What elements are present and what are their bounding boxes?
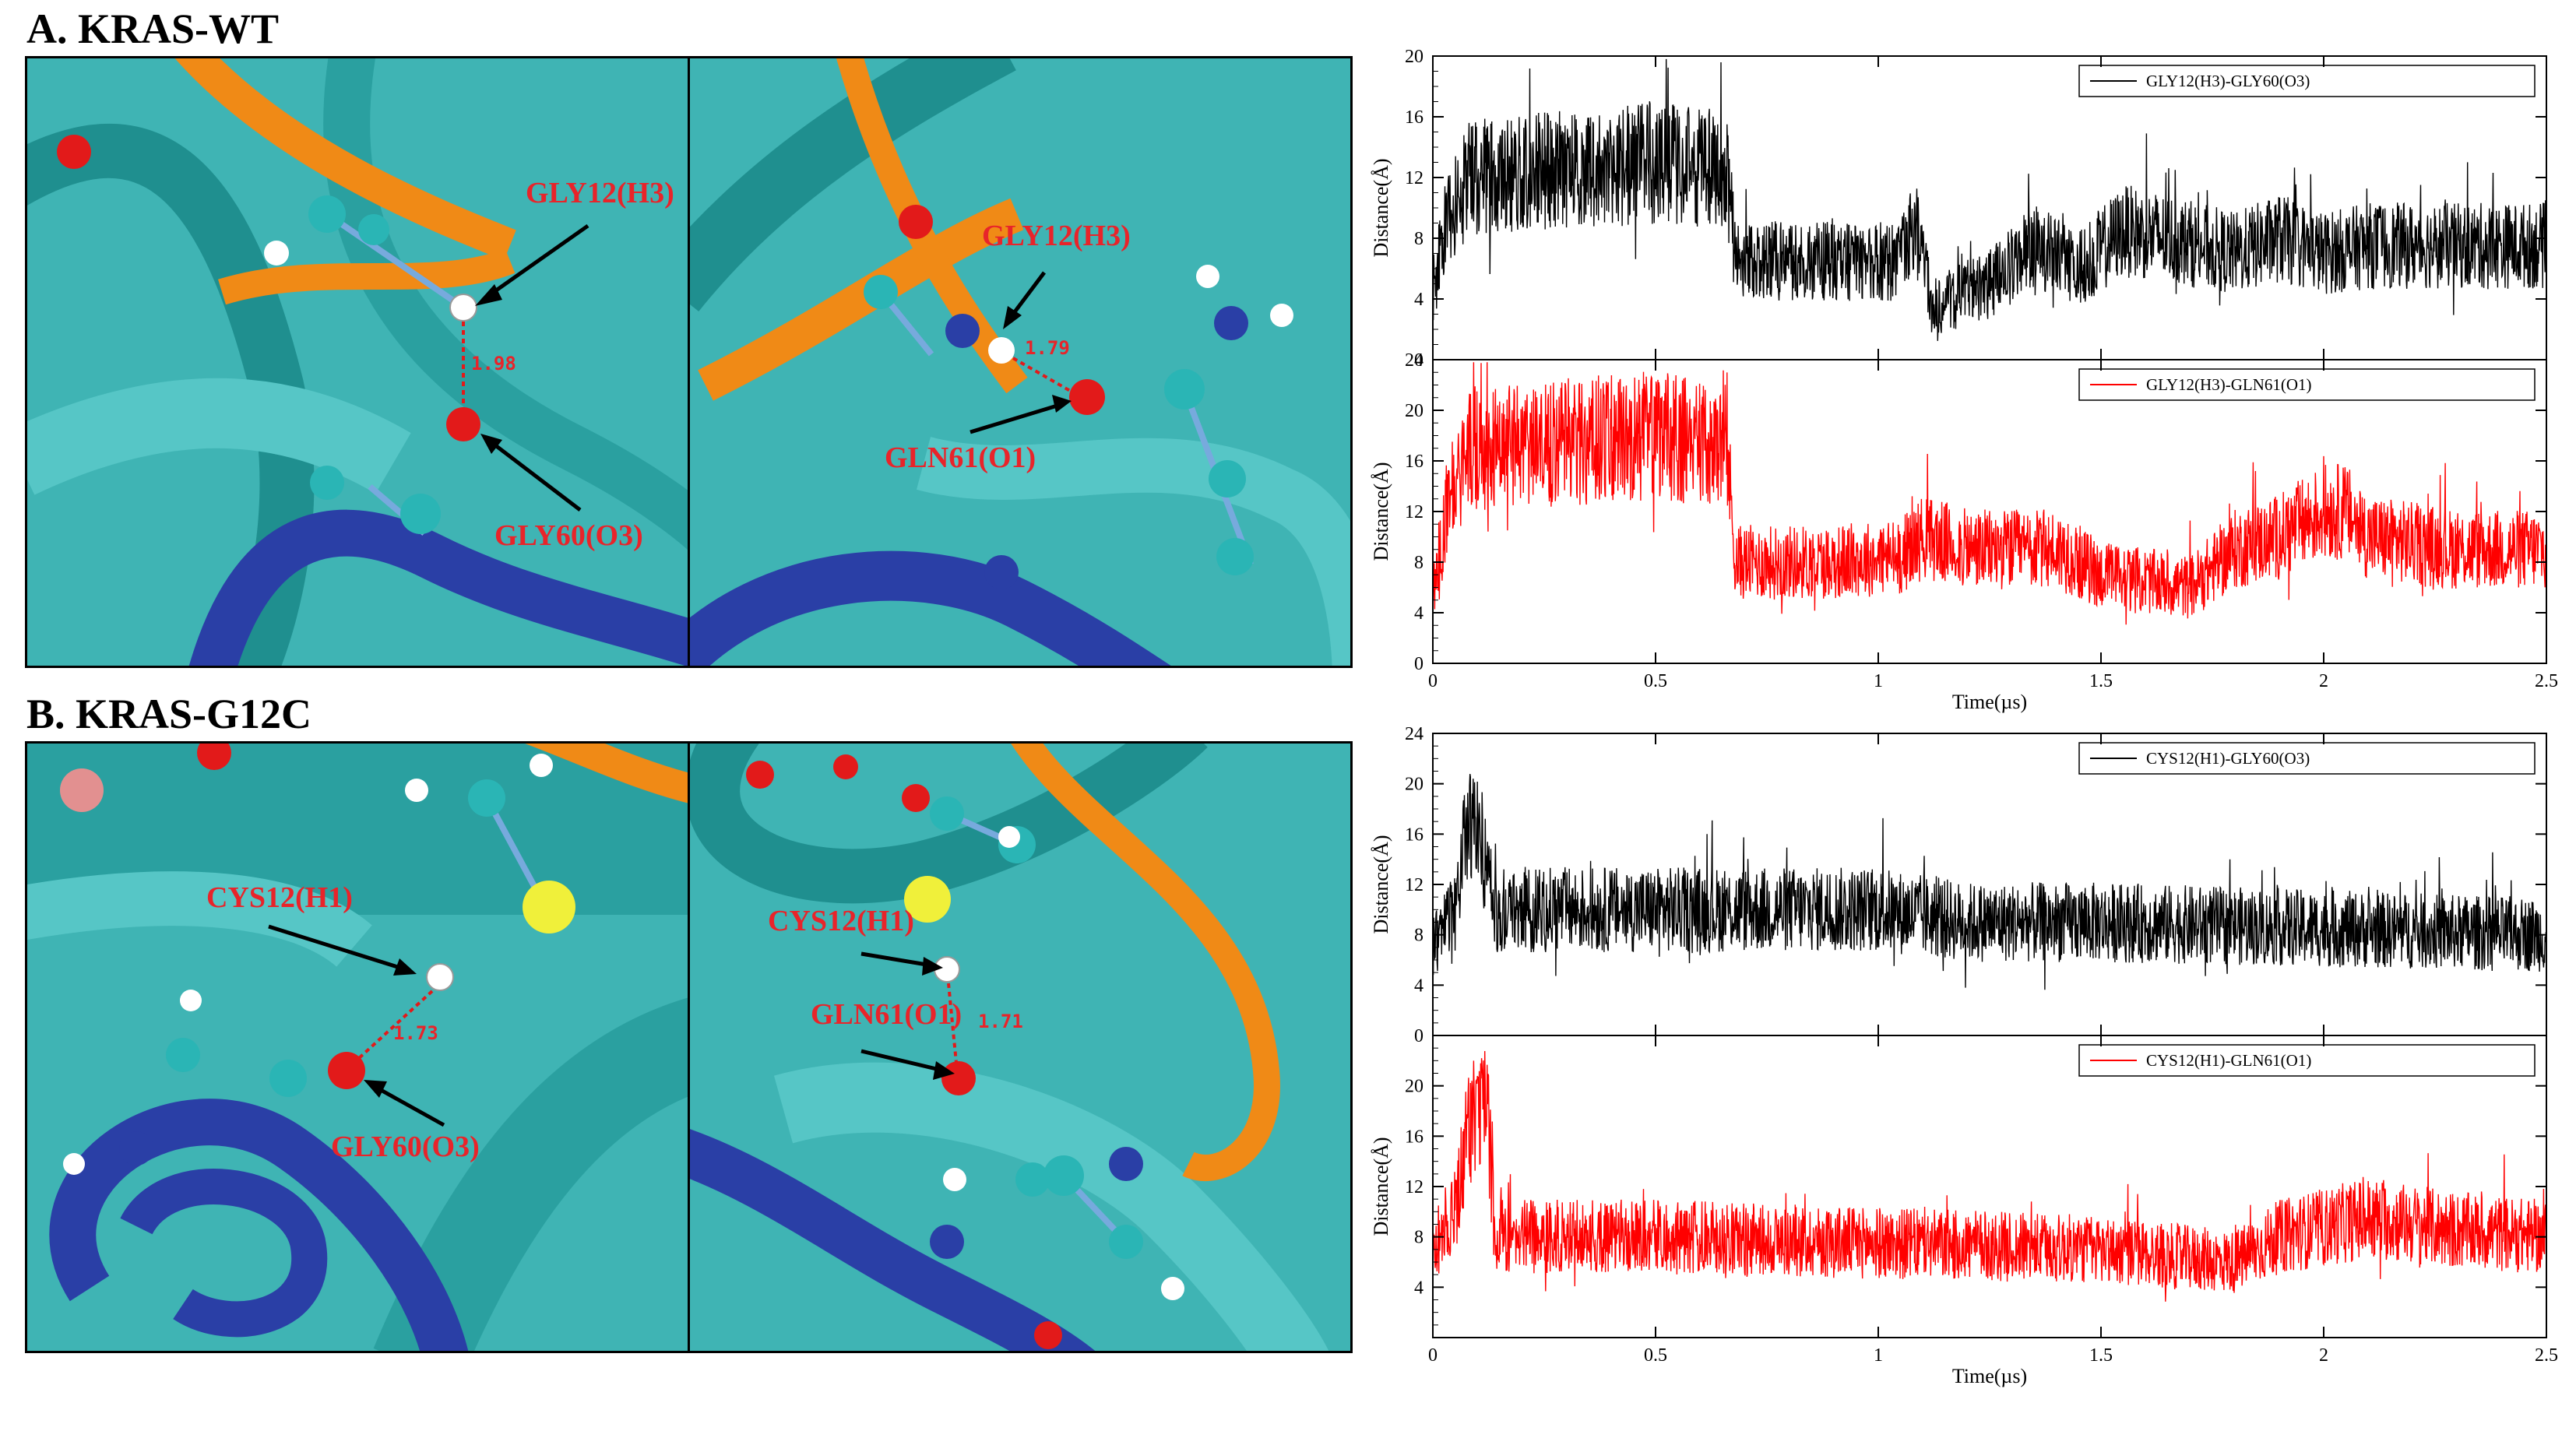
plot-b-bottom: CYS12(H1)-GLN61(O1) 4 8 12 16 20 0 0.5 1 1.5 2 2.5 D…	[1370, 1035, 2558, 1387]
x-tick-label: 2	[2319, 671, 2328, 691]
y-tick-label: 16	[1405, 107, 1423, 128]
y-tick-label: 12	[1405, 168, 1423, 188]
x-tick-label: 0	[1428, 1345, 1438, 1366]
x-tick-label: 2.5	[2535, 1345, 2558, 1366]
distance-label-a-left: 1.98	[471, 353, 516, 374]
legend-label: CYS12(H1)-GLN61(O1)	[2146, 1051, 2311, 1070]
series-line	[1432, 1050, 2547, 1302]
legend-label: GLY12(H3)-GLN61(O1)	[2146, 375, 2312, 394]
y-tick-label: 20	[1405, 47, 1423, 67]
acceptor-label-a-right: GLN61(O1)	[885, 441, 1036, 474]
plot-frame	[1432, 1035, 2547, 1338]
y-tick-label: 12	[1405, 875, 1423, 895]
series-line	[1432, 773, 2547, 990]
x-tick-label: 1.5	[2089, 671, 2113, 691]
y-tick-label: 16	[1405, 824, 1423, 845]
y-tick-label: 4	[1414, 1278, 1423, 1298]
y-tick-label: 24	[1405, 724, 1423, 744]
y-tick-label: 16	[1405, 1127, 1423, 1147]
donor-label-b-right: CYS12(H1)	[768, 905, 914, 937]
y-tick-label: 16	[1405, 452, 1423, 472]
structure-panel-a-left: 1.98 GLY12(H3) GLY60(O3)	[25, 56, 690, 668]
donor-label-a-left: GLY12(H3)	[526, 177, 674, 209]
plot-a-top: GLY12(H3)-GLY60(O3) 0 4 8 12 16 20 Distance(Å)	[1370, 47, 2547, 371]
y-tick-label: 12	[1405, 502, 1423, 522]
structure-panel-b-left: 1.73 CYS12(H1) GLY60(O3)	[25, 741, 690, 1353]
legend-box	[2078, 65, 2536, 97]
y-tick-label: 8	[1414, 553, 1423, 573]
x-tick-label: 1	[1874, 1345, 1883, 1366]
y-tick-label: 0	[1414, 350, 1423, 371]
y-axis-label: Distance(Å)	[1370, 158, 1392, 257]
legend-box	[2078, 742, 2536, 775]
donor-label-b-left: CYS12(H1)	[206, 881, 353, 914]
distance-label-a-right: 1.79	[1025, 337, 1070, 359]
y-tick-label: 8	[1414, 926, 1423, 946]
y-tick-label: 20	[1405, 1077, 1423, 1097]
molecule-render-a-left: 1.98 GLY12(H3) GLY60(O3)	[27, 58, 688, 666]
section-label-b: B. KRAS-G12C	[26, 691, 312, 737]
y-axis-label: Distance(Å)	[1370, 1137, 1392, 1236]
y-tick-label: 4	[1414, 603, 1423, 624]
x-tick-label: 2	[2319, 1345, 2328, 1366]
y-tick-label: 8	[1414, 229, 1423, 249]
x-axis-label: Time(µs)	[1952, 691, 2027, 713]
legend-box	[2078, 1044, 2536, 1077]
legend-box	[2078, 368, 2536, 401]
plot-b-top: CYS12(H1)-GLY60(O3) 0 4 8 12 16 20 24 Distance(Å…	[1370, 724, 2547, 1046]
y-tick-label: 20	[1405, 775, 1423, 795]
x-tick-label: 1.5	[2089, 1345, 2113, 1366]
x-tick-label: 0.5	[1644, 671, 1667, 691]
y-axis-label: Distance(Å)	[1370, 835, 1392, 933]
x-axis-label: Time(µs)	[1952, 1365, 2027, 1387]
structure-panel-b-right: 1.71 CYS12(H1) GLN61(O1)	[688, 741, 1353, 1353]
distance-label-b-right: 1.71	[978, 1011, 1023, 1032]
legend-label: GLY12(H3)-GLY60(O3)	[2146, 72, 2310, 90]
y-tick-label: 24	[1405, 350, 1423, 371]
acceptor-label-a-left: GLY60(O3)	[494, 519, 643, 552]
y-tick-label: 12	[1405, 1177, 1423, 1197]
structure-panel-a-right: 1.79 GLY12(H3) GLN61(O1)	[688, 56, 1353, 668]
x-tick-label: 0.5	[1644, 1345, 1667, 1366]
donor-label-a-right: GLY12(H3)	[982, 220, 1131, 252]
molecule-render-b-right: 1.71 CYS12(H1) GLN61(O1)	[690, 744, 1329, 1351]
legend-label: CYS12(H1)-GLY60(O3)	[2146, 749, 2310, 768]
y-tick-label: 4	[1414, 290, 1423, 310]
acceptor-label-b-right: GLN61(O1)	[811, 998, 962, 1031]
y-tick-label: 0	[1414, 1026, 1423, 1046]
molecule-render-a-right: 1.79 GLY12(H3) GLN61(O1)	[690, 58, 1350, 666]
acceptor-label-b-left: GLY60(O3)	[331, 1130, 480, 1163]
distance-label-b-left: 1.73	[393, 1022, 438, 1044]
series-line	[1432, 58, 2547, 341]
section-label-a: A. KRAS-WT	[26, 5, 280, 52]
y-tick-label: 20	[1405, 401, 1423, 421]
y-tick-label: 4	[1414, 976, 1423, 996]
y-tick-label: 8	[1414, 1228, 1423, 1248]
x-tick-label: 2.5	[2535, 671, 2558, 691]
x-tick-label: 0	[1428, 671, 1438, 691]
molecule-render-b-left: 1.73 CYS12(H1) GLY60(O3)	[27, 744, 688, 1351]
distance-plots: GLY12(H3)-GLY60(O3)048121620Distance(Å) …	[1370, 47, 2558, 1387]
plot-frame	[1432, 733, 2547, 1036]
y-tick-label: 0	[1414, 654, 1423, 674]
y-axis-label: Distance(Å)	[1370, 462, 1392, 561]
series-line	[1432, 362, 2547, 625]
x-tick-label: 1	[1874, 671, 1883, 691]
